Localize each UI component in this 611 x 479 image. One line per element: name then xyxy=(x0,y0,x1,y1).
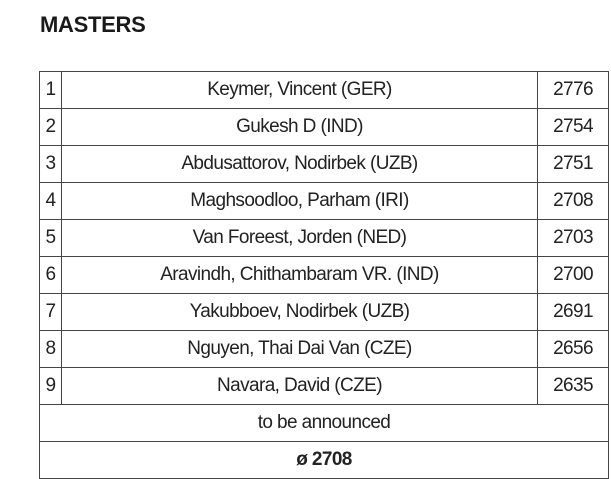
cell-rating: 2656 xyxy=(537,330,609,368)
cell-rating: 2776 xyxy=(537,71,609,109)
cell-name: Nguyen, Thai Dai Van (CZE) xyxy=(61,330,538,368)
cell-name: Navara, David (CZE) xyxy=(61,367,538,405)
cell-name: Maghsoodloo, Parham (IRI) xyxy=(61,182,538,220)
cell-rating: 2691 xyxy=(537,293,609,331)
player-row: 8 Nguyen, Thai Dai Van (CZE) 2656 xyxy=(39,330,609,368)
player-row: 9 Navara, David (CZE) 2635 xyxy=(39,367,609,405)
cell-rank: 2 xyxy=(39,108,62,146)
table-body: 1 Keymer, Vincent (GER) 2776 2 Gukesh D (IND… xyxy=(39,71,609,479)
cell-name: Yakubboev, Nodirbek (UZB) xyxy=(61,293,538,331)
cell-rank: 1 xyxy=(39,71,62,109)
cell-rating: 2754 xyxy=(537,108,609,146)
player-row: 1 Keymer, Vincent (GER) 2776 xyxy=(39,71,609,109)
cell-rating: 2700 xyxy=(537,256,609,294)
cell-rating: 2708 xyxy=(537,182,609,220)
player-row: 5 Van Foreest, Jorden (NED) 2703 xyxy=(39,219,609,257)
cell-rank: 5 xyxy=(39,219,62,257)
average-cell: ø 2708 xyxy=(39,441,609,479)
player-row: 3 Abdusattorov, Nodirbek (UZB) 2751 xyxy=(39,145,609,183)
player-row: 7 Yakubboev, Nodirbek (UZB) 2691 xyxy=(39,293,609,331)
cell-name: Aravindh, Chithambaram VR. (IND) xyxy=(61,256,538,294)
cell-rank: 7 xyxy=(39,293,62,331)
cell-name: Van Foreest, Jorden (NED) xyxy=(61,219,538,257)
cell-rank: 6 xyxy=(39,256,62,294)
average-row: ø 2708 xyxy=(39,441,609,479)
cell-rank: 8 xyxy=(39,330,62,368)
player-row: 4 Maghsoodloo, Parham (IRI) 2708 xyxy=(39,182,609,220)
player-row: 2 Gukesh D (IND) 2754 xyxy=(39,108,609,146)
cell-name: Keymer, Vincent (GER) xyxy=(61,71,538,109)
player-row: 6 Aravindh, Chithambaram VR. (IND) 2700 xyxy=(39,256,609,294)
cell-rating: 2635 xyxy=(537,367,609,405)
cell-name: Gukesh D (IND) xyxy=(61,108,538,146)
note-row: to be announced xyxy=(39,404,609,442)
cell-name: Abdusattorov, Nodirbek (UZB) xyxy=(61,145,538,183)
note-cell: to be announced xyxy=(39,404,609,442)
cell-rating: 2703 xyxy=(537,219,609,257)
cell-rank: 9 xyxy=(39,367,62,405)
cell-rank: 3 xyxy=(39,145,62,183)
players-table: 1 Keymer, Vincent (GER) 2776 2 Gukesh D (IND… xyxy=(39,71,609,479)
title: MASTERS xyxy=(40,12,146,37)
cell-rating: 2751 xyxy=(537,145,609,183)
cell-rank: 4 xyxy=(39,182,62,220)
